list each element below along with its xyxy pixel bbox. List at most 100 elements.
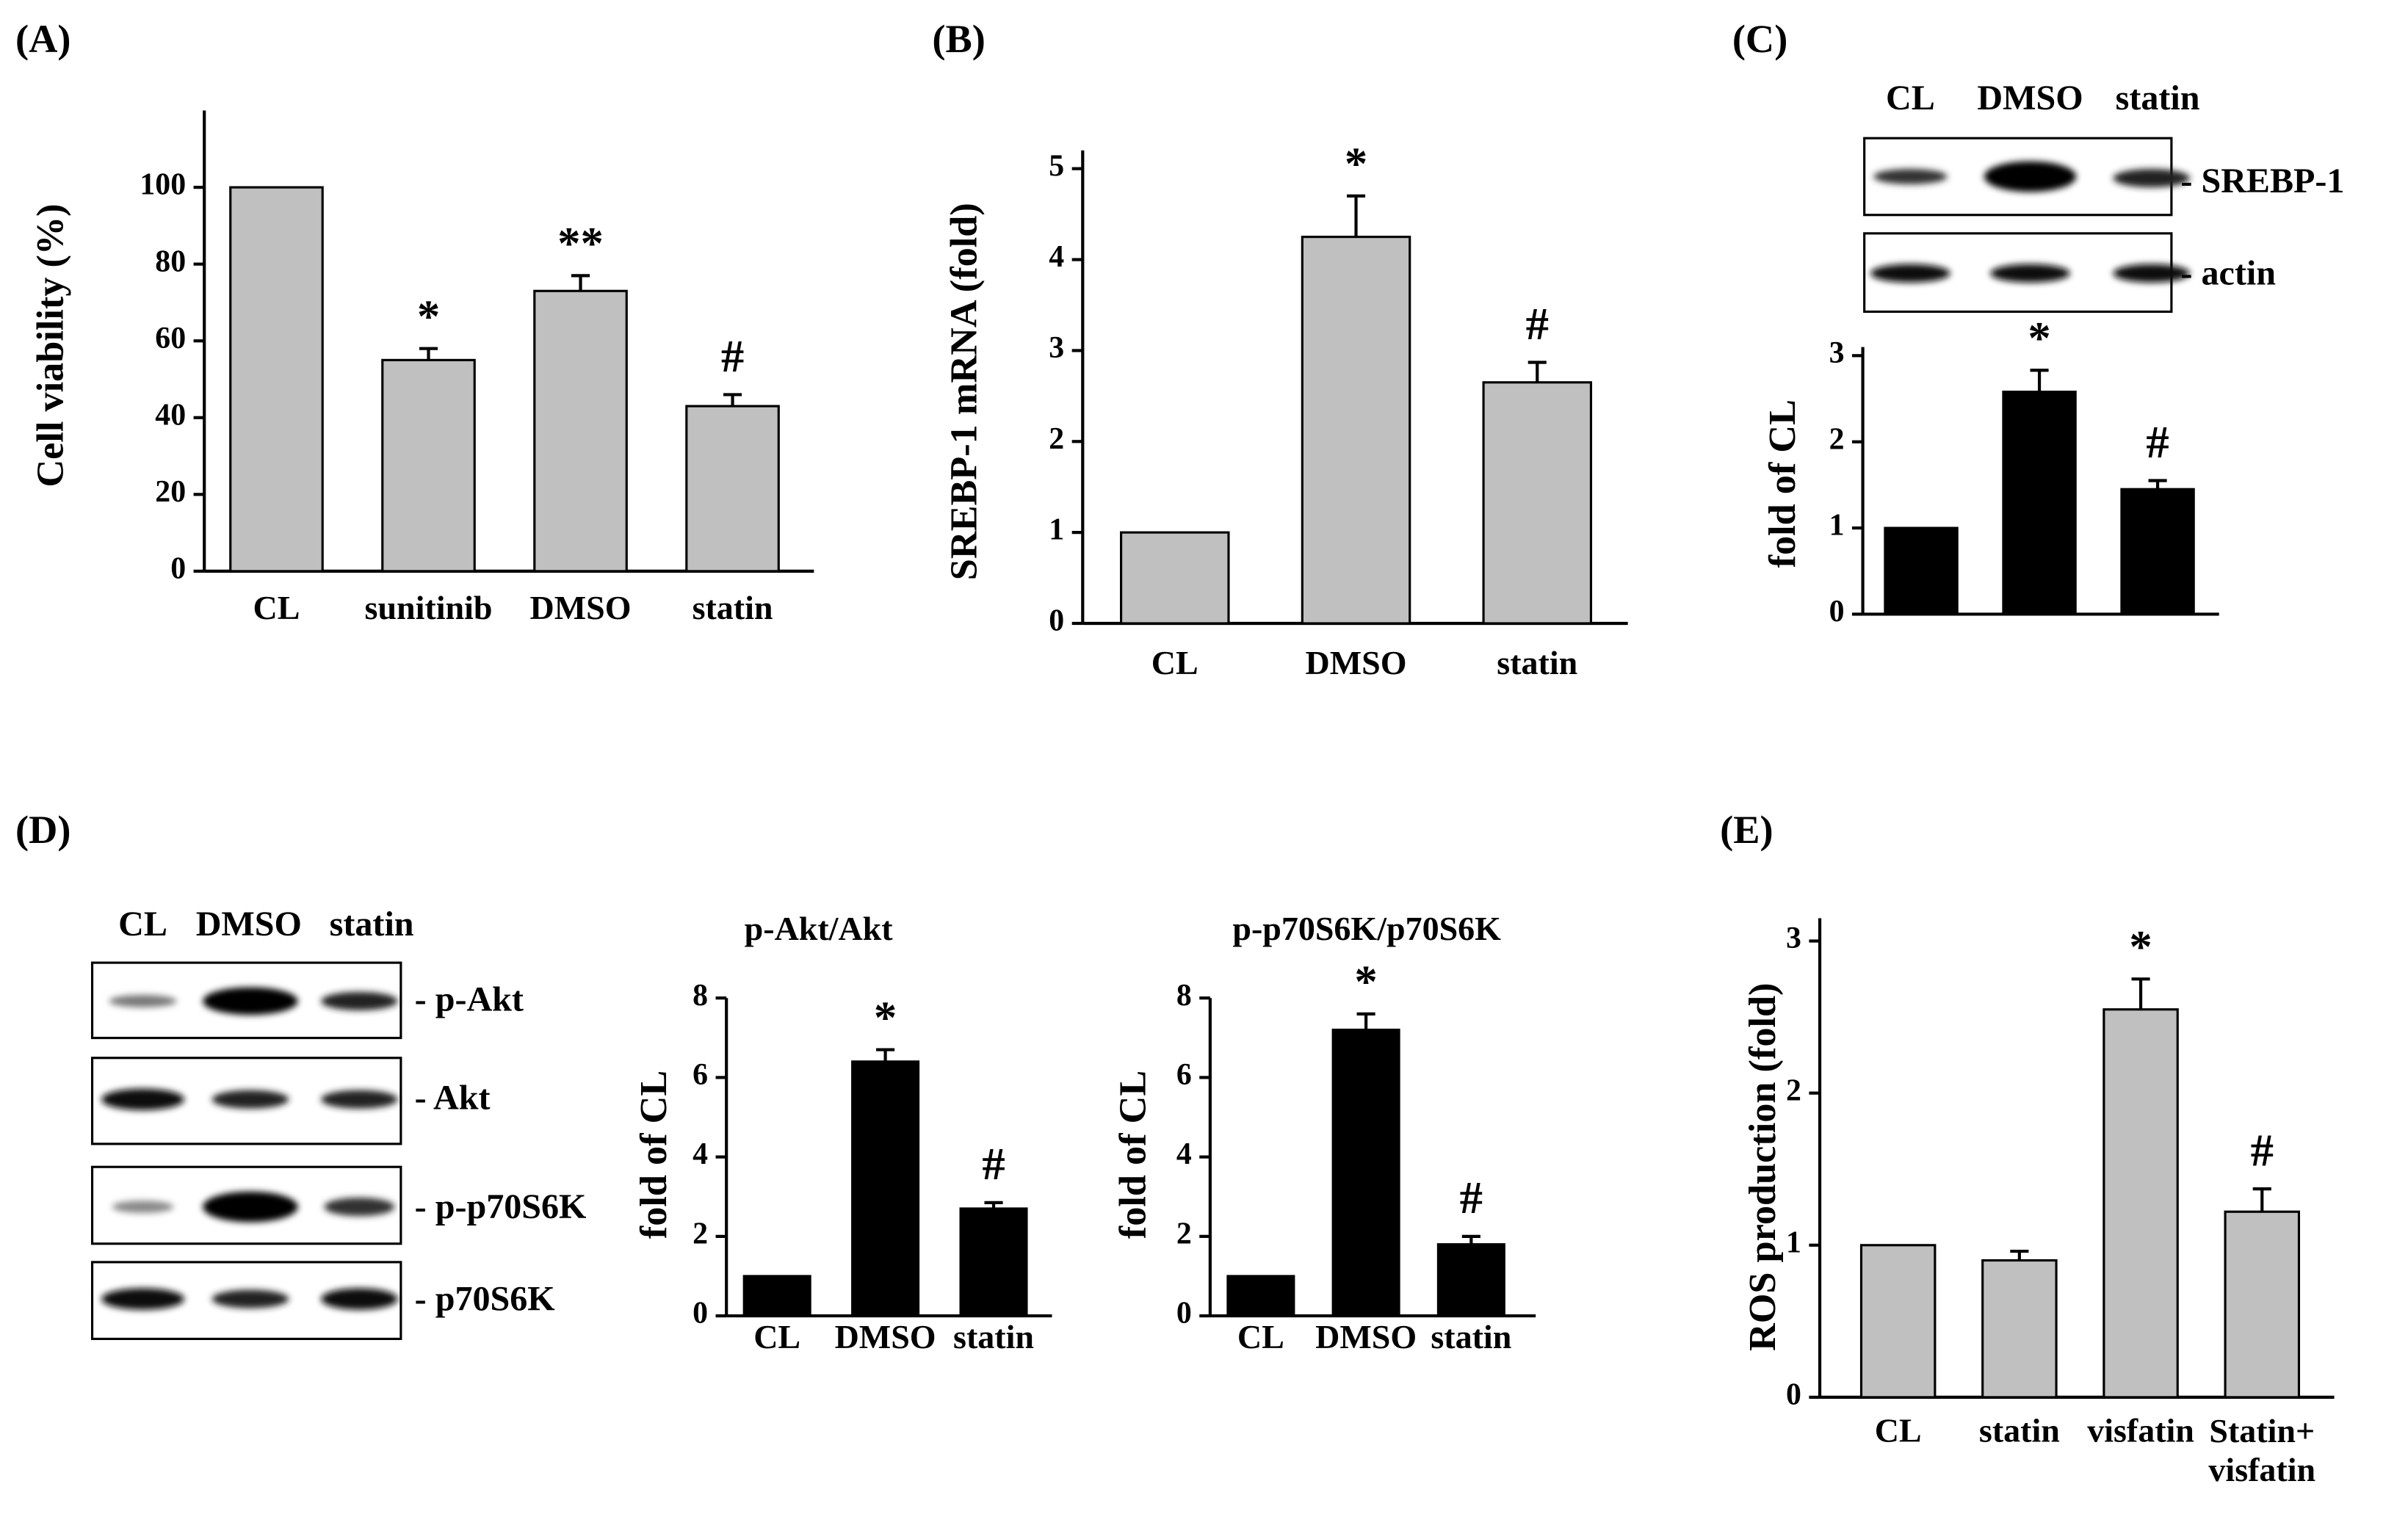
x-tick-label: statin bbox=[693, 589, 773, 626]
bar-chart: fold of CL 0 1 2 3 * # bbox=[1761, 312, 2219, 629]
bar bbox=[1436, 1243, 1505, 1317]
x-tick-label: DMSO bbox=[1315, 1318, 1417, 1355]
y-tick-label: 2 bbox=[1786, 1074, 1801, 1107]
error-bar bbox=[723, 393, 742, 407]
band bbox=[2113, 264, 2190, 283]
y-tick-label: 2 bbox=[1829, 422, 1845, 456]
y-tick-label: 100 bbox=[140, 168, 186, 202]
bar bbox=[959, 1207, 1028, 1317]
y-tick-label: 4 bbox=[693, 1137, 708, 1171]
x-tick-label: CL bbox=[1875, 1412, 1922, 1449]
bar bbox=[851, 1060, 920, 1317]
x-tick-label: statin bbox=[1497, 644, 1577, 681]
lane-label: CL bbox=[118, 905, 167, 944]
y-tick-label: 0 bbox=[693, 1297, 708, 1330]
blot-c bbox=[1863, 137, 2190, 314]
band bbox=[101, 1288, 185, 1310]
band bbox=[203, 1191, 298, 1223]
y-tick-label: 0 bbox=[1786, 1377, 1801, 1411]
annotation: * bbox=[2028, 312, 2050, 363]
y-tick-label: 6 bbox=[693, 1058, 708, 1092]
y-tick-label: 3 bbox=[1786, 922, 1801, 955]
bar bbox=[1859, 1244, 1937, 1399]
error-bar bbox=[876, 1048, 895, 1062]
band-label: - p-Akt bbox=[415, 980, 524, 1019]
error-bar bbox=[2148, 479, 2167, 490]
annotation: * bbox=[417, 290, 440, 341]
band bbox=[203, 987, 298, 1015]
y-tick-label: 1 bbox=[1786, 1225, 1801, 1259]
x-tick-label: DMSO bbox=[1306, 644, 1407, 681]
bar bbox=[1120, 531, 1230, 625]
y-tick-label: 20 bbox=[155, 475, 186, 509]
error-bar bbox=[571, 274, 590, 292]
y-tick-label: 3 bbox=[1049, 331, 1064, 365]
band bbox=[324, 1198, 395, 1217]
bar bbox=[1331, 1028, 1400, 1317]
band bbox=[211, 1090, 289, 1109]
chart-title: p-p70S6K/p70S6K bbox=[1232, 910, 1501, 947]
bar bbox=[742, 1275, 811, 1317]
x-tick-label: statin bbox=[953, 1318, 1034, 1355]
annotation: ** bbox=[557, 217, 604, 269]
bar bbox=[1884, 526, 1959, 616]
x-tick-label: statin bbox=[1431, 1318, 1511, 1355]
y-axis-label: fold of CL bbox=[1111, 1071, 1154, 1239]
bar-chart: (A) Cell viability (%) 0 20 40 60 80 100 CL * suni… bbox=[15, 17, 814, 626]
error-bar bbox=[984, 1201, 1003, 1209]
y-tick-label: 3 bbox=[1829, 336, 1845, 370]
band bbox=[321, 1288, 398, 1310]
y-tick-label: 0 bbox=[170, 551, 186, 585]
y-tick-label: 2 bbox=[1176, 1217, 1192, 1250]
bar-chart: (B) SREBP-1 mRNA (fold) 0 1 2 3 4 5 CL * DMSO # stat… bbox=[932, 17, 1628, 681]
y-axis-label: fold of CL bbox=[632, 1071, 675, 1239]
error-bar bbox=[1346, 194, 1366, 237]
bar bbox=[685, 405, 780, 573]
band-label: - p70S6K bbox=[415, 1279, 556, 1318]
bar-chart: p-Akt/Akt fold of CL 0 2 4 6 8 CL * DMSO # statin bbox=[632, 910, 1052, 1355]
y-axis-label: SREBP-1 mRNA (fold) bbox=[942, 203, 985, 580]
x-tick-label: CL bbox=[1237, 1318, 1284, 1355]
x-tick-label: visfatin bbox=[2087, 1412, 2194, 1449]
y-tick-label: 1 bbox=[1829, 509, 1845, 543]
y-axis-label: ROS production (fold) bbox=[1741, 983, 1784, 1351]
y-tick-label: 6 bbox=[1176, 1058, 1192, 1092]
lane-label: statin bbox=[330, 905, 414, 944]
bar bbox=[2120, 488, 2195, 616]
panel-label: (E) bbox=[1720, 808, 1773, 852]
x-tick-label: Statin+ visfatin bbox=[2208, 1412, 2315, 1488]
error-bar bbox=[1461, 1234, 1480, 1245]
annotation: * bbox=[874, 991, 897, 1043]
y-tick-label: 8 bbox=[1176, 979, 1192, 1013]
y-tick-label: 0 bbox=[1176, 1297, 1192, 1330]
band bbox=[112, 1201, 174, 1213]
y-tick-label: 0 bbox=[1049, 604, 1064, 638]
y-tick-label: 40 bbox=[155, 398, 186, 432]
annotation: # bbox=[982, 1138, 1005, 1190]
error-bar bbox=[2131, 977, 2150, 1010]
band bbox=[321, 991, 398, 1010]
band bbox=[2113, 169, 2190, 188]
annotation: # bbox=[2146, 416, 2169, 468]
x-tick-label: CL bbox=[1151, 644, 1198, 681]
bar bbox=[229, 186, 324, 573]
panel-label: (D) bbox=[15, 808, 70, 852]
annotation: # bbox=[2251, 1125, 2274, 1176]
annotation: # bbox=[1460, 1172, 1483, 1223]
band bbox=[1990, 264, 2070, 283]
bar-chart: p-p70S6K/p70S6K fold of CL 0 2 4 6 8 CL * DMSO # st… bbox=[1111, 910, 1536, 1355]
annotation: # bbox=[721, 330, 744, 382]
error-bar bbox=[2252, 1187, 2271, 1212]
y-tick-label: 5 bbox=[1049, 149, 1064, 183]
y-axis-label: fold of CL bbox=[1761, 399, 1804, 568]
bar bbox=[2224, 1210, 2301, 1399]
panel-label: (A) bbox=[15, 17, 70, 61]
error-bar bbox=[2030, 369, 2049, 392]
bar bbox=[1301, 236, 1411, 625]
band-label: - Akt bbox=[415, 1078, 491, 1117]
band bbox=[1873, 169, 1948, 184]
lane-label: CL bbox=[1886, 79, 1935, 117]
bar bbox=[1482, 381, 1593, 625]
x-tick-label: sunitinib bbox=[365, 589, 493, 626]
